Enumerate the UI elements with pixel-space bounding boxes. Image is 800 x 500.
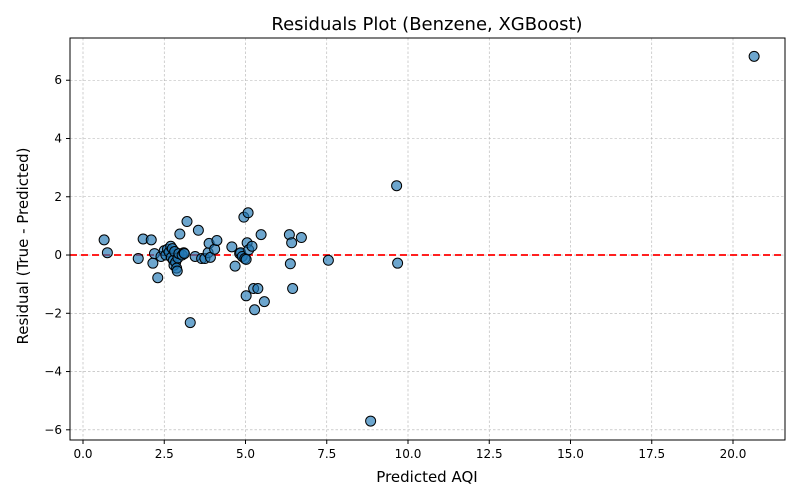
data-point	[365, 415, 377, 427]
chart-title: Residuals Plot (Benzene, XGBoost)	[271, 14, 582, 35]
data-point	[174, 228, 186, 240]
x-axis-title: Predicted AQI	[376, 468, 477, 486]
data-point	[147, 257, 159, 269]
data-point	[240, 253, 252, 265]
data-point	[101, 247, 113, 259]
data-point	[229, 260, 241, 272]
x-axis-ticks: 0.0 2.5 5.0 7.5 10.0 12.5 15.0 17.5 20.0	[73, 440, 746, 461]
scatter-points	[98, 50, 760, 427]
y-tick-label: −6	[44, 423, 62, 437]
data-point	[226, 241, 238, 253]
data-point	[286, 237, 298, 249]
y-axis-title: Residual (True - Predicted)	[14, 147, 32, 344]
data-point	[322, 254, 334, 266]
y-tick-label: 6	[54, 73, 62, 87]
data-point	[240, 290, 252, 302]
data-point	[249, 304, 261, 316]
data-point	[184, 317, 196, 329]
data-point	[287, 283, 299, 295]
data-point	[295, 232, 307, 244]
x-tick-label: 12.5	[476, 447, 503, 461]
x-tick-label: 7.5	[317, 447, 336, 461]
x-tick-label: 5.0	[236, 447, 255, 461]
y-tick-label: 2	[54, 190, 62, 204]
y-tick-label: −2	[44, 306, 62, 320]
y-tick-label: −4	[44, 365, 62, 379]
data-point	[145, 234, 157, 246]
data-point	[242, 207, 254, 219]
y-tick-label: 0	[54, 248, 62, 262]
data-point	[178, 248, 190, 260]
data-point	[246, 240, 258, 252]
x-tick-label: 2.5	[155, 447, 174, 461]
data-point	[192, 224, 204, 236]
x-tick-label: 15.0	[557, 447, 584, 461]
data-point	[211, 234, 223, 246]
data-point	[152, 272, 164, 284]
plot-frame	[69, 37, 786, 441]
data-point	[255, 229, 267, 241]
data-point	[284, 258, 296, 270]
data-point	[252, 283, 264, 295]
x-tick-label: 10.0	[395, 447, 422, 461]
x-tick-label: 20.0	[720, 447, 747, 461]
y-tick-label: 4	[54, 132, 62, 146]
data-point	[391, 180, 403, 192]
x-tick-label: 17.5	[638, 447, 665, 461]
data-point	[98, 234, 110, 246]
x-tick-label: 0.0	[73, 447, 92, 461]
data-point	[748, 50, 760, 62]
data-point	[181, 216, 193, 228]
y-axis-ticks: −6 −4 −2 0 2 4 6	[44, 73, 70, 437]
data-point	[392, 257, 404, 269]
data-point	[132, 253, 144, 265]
data-point	[258, 296, 270, 308]
data-point	[171, 265, 183, 277]
